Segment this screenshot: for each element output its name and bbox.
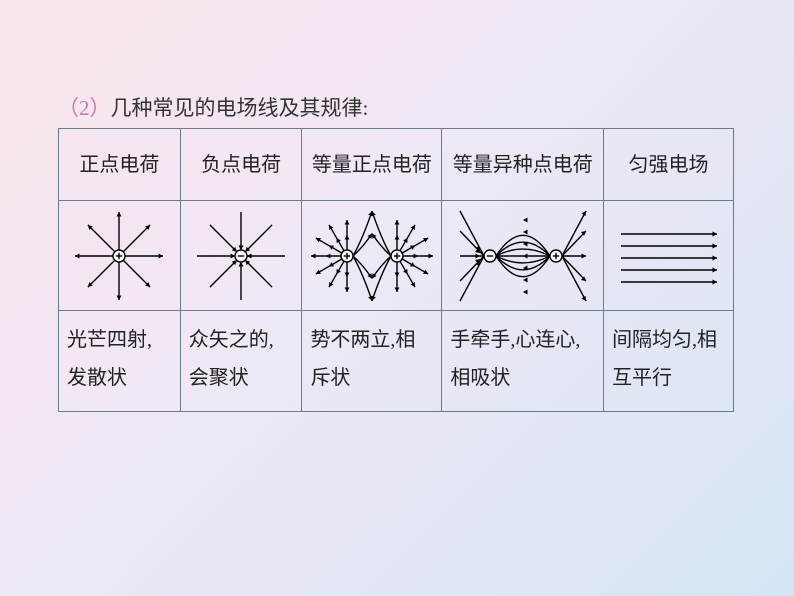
table-desc-row: 光芒四射,发散状 众矢之的,会聚状 势不两立,相斥状 手牵手,心连心,相吸状 间… <box>59 311 734 412</box>
col-header-4: 等量异种点电荷 <box>442 129 604 201</box>
field-lines-table: 正点电荷 负点电荷 等量正点电荷 等量异种点电荷 匀强电场 光芒四射,发散状 众… <box>58 128 734 412</box>
diagram-two-positive <box>302 201 442 311</box>
diagram-uniform <box>604 201 734 311</box>
desc-2: 众矢之的,会聚状 <box>180 311 302 412</box>
section-heading: （2）几种常见的电场线及其规律: <box>58 92 368 122</box>
desc-1: 光芒四射,发散状 <box>59 311 181 412</box>
diagram-positive-point <box>59 201 181 311</box>
heading-text: 几种常见的电场线及其规律: <box>111 96 369 120</box>
desc-5: 间隔均匀,相互平行 <box>604 311 734 412</box>
col-header-1: 正点电荷 <box>59 129 181 201</box>
desc-3: 势不两立,相斥状 <box>302 311 442 412</box>
col-header-2: 负点电荷 <box>180 129 302 201</box>
desc-4: 手牵手,心连心,相吸状 <box>442 311 604 412</box>
col-header-5: 匀强电场 <box>604 129 734 201</box>
diagram-dipole <box>442 201 604 311</box>
heading-number: （2） <box>58 96 111 120</box>
col-header-3: 等量正点电荷 <box>302 129 442 201</box>
diagram-negative-point <box>180 201 302 311</box>
table-diagram-row <box>59 201 734 311</box>
table-header-row: 正点电荷 负点电荷 等量正点电荷 等量异种点电荷 匀强电场 <box>59 129 734 201</box>
